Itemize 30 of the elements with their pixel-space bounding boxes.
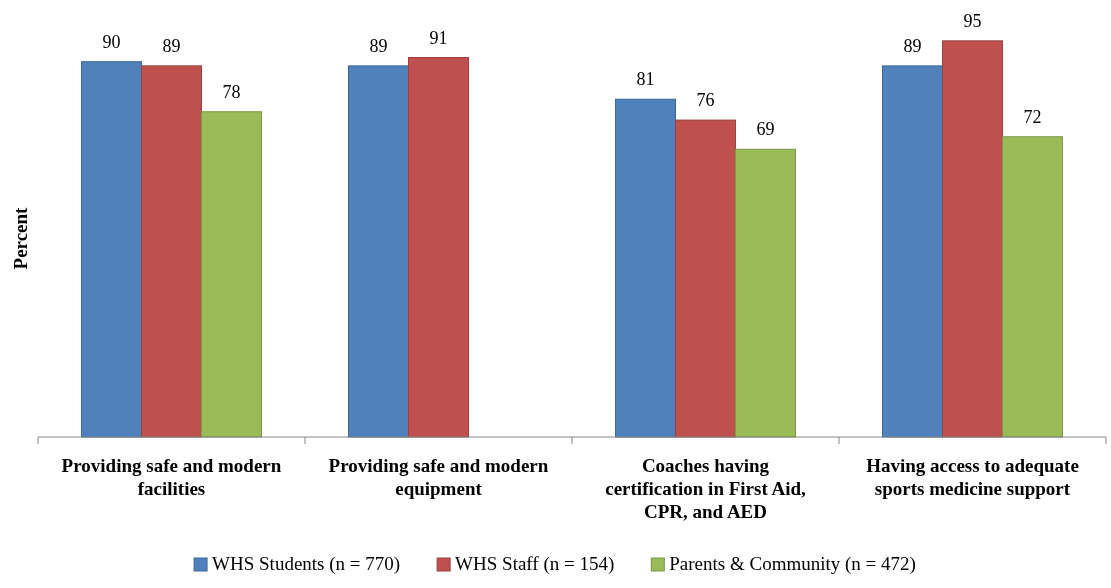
- bar: [1002, 136, 1063, 438]
- data-label: 89: [369, 35, 388, 56]
- legend-label: Parents & Community (n = 472): [669, 553, 916, 575]
- bar: [735, 148, 796, 438]
- x-tick-label: Providing safe and modern facilities: [61, 455, 282, 499]
- x-tick-label: Coaches having certification in First Aid, CPR, and AED: [605, 455, 806, 522]
- bar: [348, 65, 409, 438]
- bar: [141, 65, 202, 438]
- data-label: 89: [162, 35, 181, 56]
- data-label: 76: [696, 90, 715, 111]
- data-label: 90: [102, 31, 121, 52]
- data-label: 95: [963, 10, 982, 31]
- data-label: 69: [756, 119, 775, 140]
- bar: [675, 119, 736, 438]
- bar: [615, 98, 676, 438]
- legend-label: WHS Students (n = 770): [212, 553, 401, 575]
- x-tick-label: Providing safe and modern equipment: [328, 455, 549, 499]
- data-label: 81: [636, 69, 655, 90]
- bar: [201, 111, 262, 438]
- data-label: 89: [903, 35, 922, 56]
- data-label: 91: [429, 27, 448, 48]
- bar: [81, 61, 142, 438]
- bar: [942, 40, 1003, 438]
- bar: [882, 65, 943, 438]
- x-tick-label: Having access to adequate sports medicine support: [866, 455, 1079, 499]
- data-label: 72: [1023, 106, 1042, 127]
- bar: [408, 57, 469, 438]
- legend-label: WHS Staff (n = 154): [455, 553, 615, 575]
- y-axis-title: Percent: [10, 206, 31, 270]
- data-label: 78: [222, 81, 241, 102]
